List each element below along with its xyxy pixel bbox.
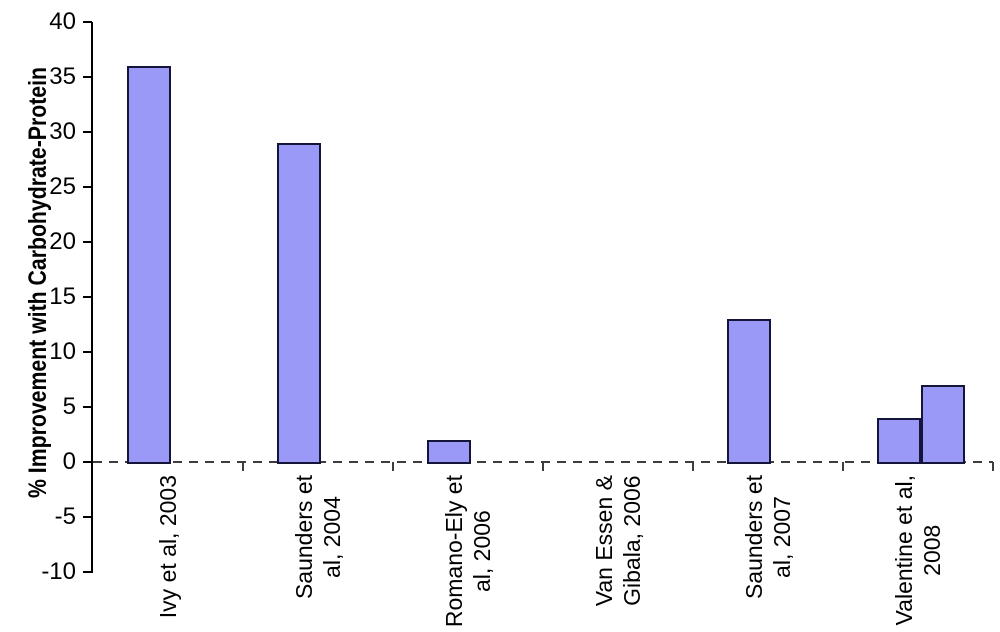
bar-category-4-series-0	[727, 319, 771, 464]
y-axis-tick-label: 30	[49, 118, 76, 145]
bar-category-0-series-0	[127, 66, 171, 464]
x-axis-tick	[242, 462, 244, 471]
bar-category-2-series-0	[427, 440, 471, 464]
x-axis-label-text: Ivy et al, 2003	[155, 475, 181, 619]
y-axis-tick	[83, 461, 92, 463]
y-axis-tick	[83, 241, 92, 243]
y-axis-tick-label: -5	[54, 503, 76, 530]
x-axis-label-text: Valentine et al, 2008	[891, 475, 945, 626]
y-axis-tick	[83, 296, 92, 298]
x-axis-tick	[992, 462, 994, 471]
y-axis-tick	[83, 351, 92, 353]
y-axis-tick-label: 40	[49, 8, 76, 35]
y-axis-tick-label: -10	[41, 558, 76, 585]
x-axis-tick	[392, 462, 394, 471]
y-axis-tick	[83, 131, 92, 133]
y-axis-tick-label: 5	[62, 393, 76, 420]
y-axis-line	[91, 22, 93, 573]
x-axis-label-text: Romano-Ely et al, 2006	[441, 475, 495, 628]
x-axis-tick	[542, 462, 544, 471]
y-axis-tick-label: 15	[49, 283, 76, 310]
bar-category-5-series-1	[921, 385, 965, 464]
x-axis-label-text: Van Essen & Gibala, 2006	[591, 475, 645, 607]
x-axis-label-text: Saunders et al, 2007	[741, 475, 795, 600]
y-axis-tick	[83, 21, 92, 23]
y-axis-tick-label: 10	[49, 338, 76, 365]
y-axis-tick-label: 25	[49, 173, 76, 200]
y-axis-tick	[83, 516, 92, 518]
bar-category-5-series-0	[877, 418, 921, 464]
y-axis-tick-label: 20	[49, 228, 76, 255]
y-axis-tick	[83, 76, 92, 78]
y-axis-tick	[83, 571, 92, 573]
y-axis-tick	[83, 406, 92, 408]
y-axis-tick-label: 35	[49, 63, 76, 90]
bar-category-1-series-0	[277, 143, 321, 464]
x-axis-label-text: Saunders et al, 2004	[291, 475, 345, 600]
y-axis-tick-label: 0	[62, 448, 76, 475]
x-axis-tick	[842, 462, 844, 471]
y-axis-tick	[83, 186, 92, 188]
x-axis-tick	[692, 462, 694, 471]
